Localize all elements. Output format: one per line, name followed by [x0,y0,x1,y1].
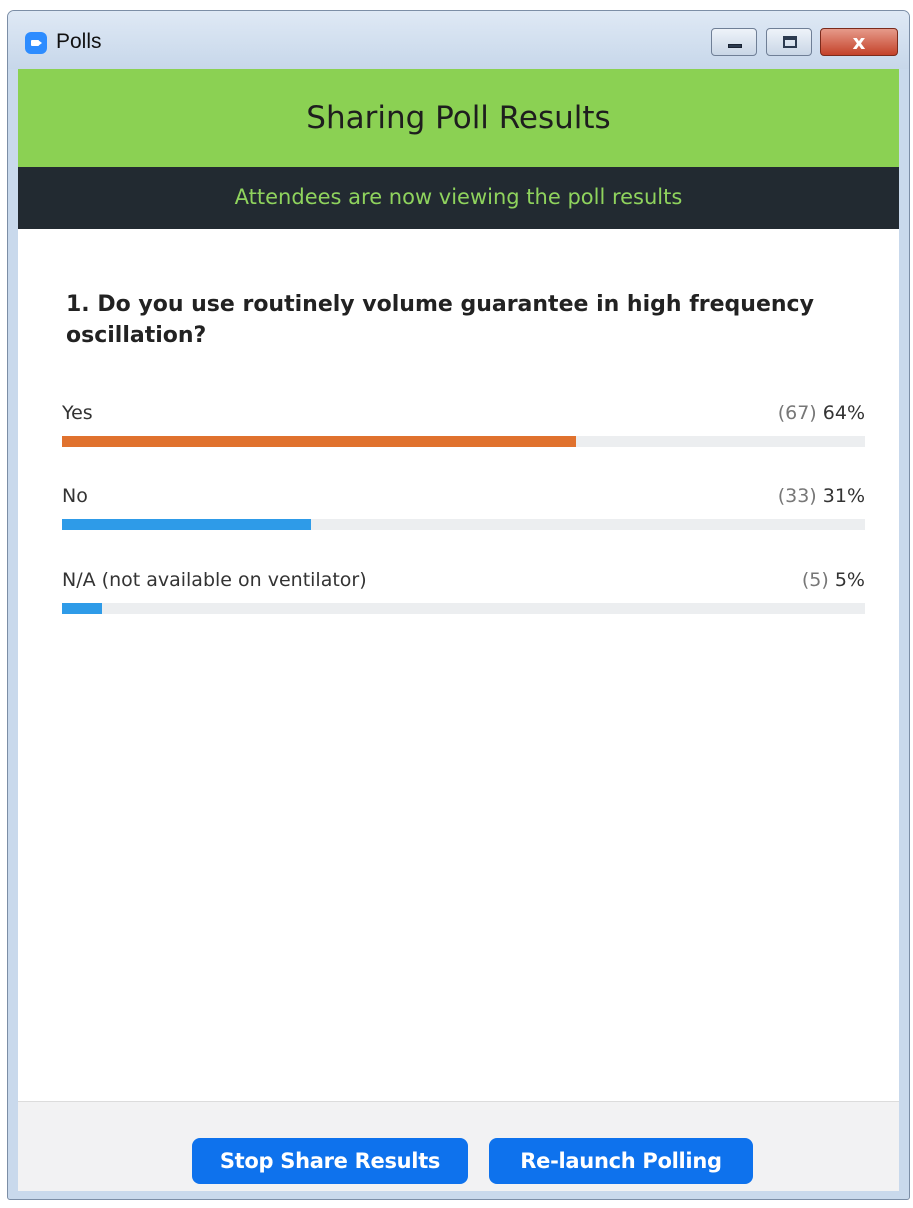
answer-count: (33) [777,485,817,507]
result-bar-fill [62,519,311,530]
result-bar-fill [62,436,576,447]
minimize-button[interactable] [711,28,757,56]
zoom-app-icon [25,32,47,54]
answer-label: N/A (not available on ventilator) [62,569,367,591]
answer-count: (67) [777,402,817,424]
status-subbar: Attendees are now viewing the poll resul… [18,167,899,229]
result-bar-fill [62,603,103,614]
polls-window: Polls x Sharing Poll Results Attendees a… [7,10,910,1200]
answer-stats: (33) 31% [778,485,865,507]
answer-percent: 64% [822,402,865,424]
answer-percent: 31% [822,485,865,507]
answer-label: No [62,485,88,507]
maximize-button[interactable] [766,28,812,56]
result-bar-track [62,519,865,530]
stop-share-results-button[interactable]: Stop Share Results [192,1138,468,1184]
answer-row: Yes (67) 64% [62,402,865,462]
minimize-icon [728,44,742,48]
status-message: Attendees are now viewing the poll resul… [234,185,683,209]
answer-stats: (5) 5% [802,569,865,591]
close-button[interactable]: x [820,28,898,56]
answer-count: (5) [801,569,829,591]
answer-row: No (33) 31% [62,485,865,545]
poll-question: 1. Do you use routinely volume guarantee… [66,292,814,348]
relaunch-polling-button[interactable]: Re-launch Polling [489,1138,753,1184]
poll-footer: Stop Share Results Re-launch Polling [18,1101,899,1191]
answer-percent: 5% [834,569,865,591]
title-bar[interactable]: Polls x [8,11,909,69]
maximize-icon [783,36,797,48]
result-bar-track [62,603,865,614]
close-icon: x [852,30,866,54]
answer-label: Yes [62,402,93,424]
result-bar-track [62,436,865,447]
window-title: Polls [56,30,102,53]
answer-stats: (67) 64% [778,402,865,424]
status-banner: Sharing Poll Results [18,69,899,167]
banner-title: Sharing Poll Results [306,100,611,136]
poll-panel: Sharing Poll Results Attendees are now v… [18,69,899,1191]
answer-row: N/A (not available on ventilator) (5) 5% [62,569,865,629]
